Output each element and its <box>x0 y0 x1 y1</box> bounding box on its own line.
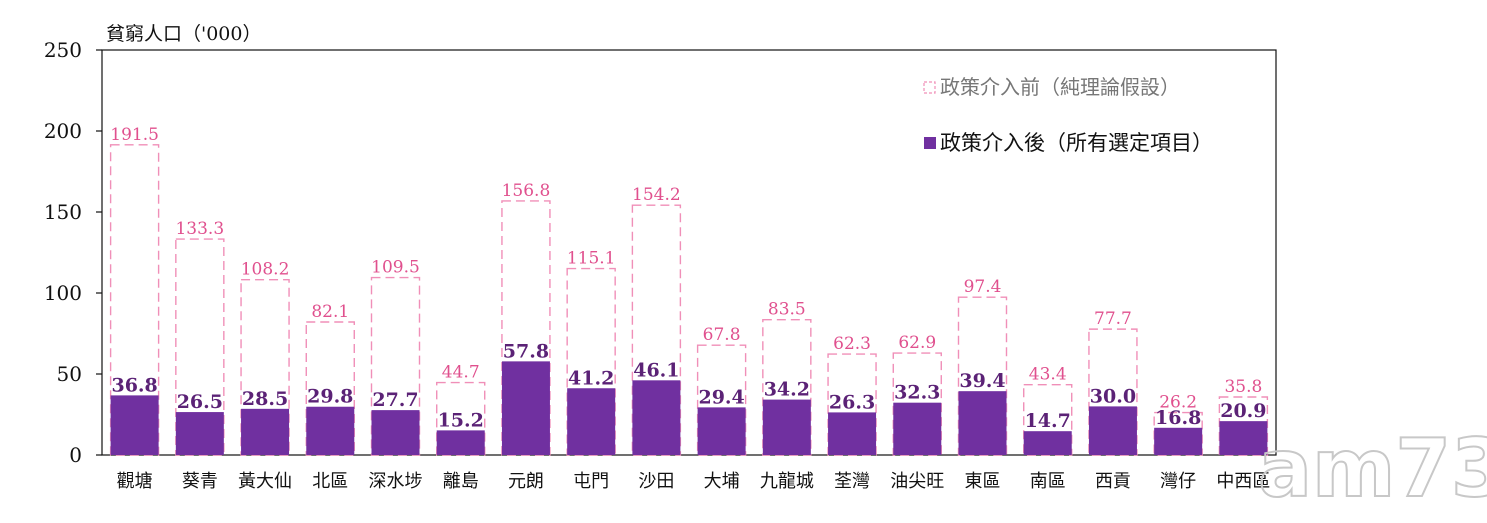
category-label: 元朗 <box>508 471 544 492</box>
data-label-before: 26.2 <box>1159 393 1197 413</box>
bar-before-policy <box>762 319 812 456</box>
bar-after-policy <box>110 395 159 455</box>
bar-before-policy <box>631 204 682 456</box>
data-label-after: 28.5 <box>242 388 288 410</box>
legend-label-before: 政策介入前（純理論假設） <box>940 75 1180 99</box>
data-label-after: 46.1 <box>633 359 679 381</box>
data-label-after: 57.8 <box>503 340 549 362</box>
bar-after-policy <box>175 412 224 455</box>
y-tick-label: 0 <box>69 443 82 467</box>
category-label: 觀塘 <box>117 471 153 492</box>
legend: 政策介入前（純理論假設） 政策介入後（所有選定項目） <box>923 75 1213 155</box>
bar-after-policy <box>1219 421 1268 455</box>
y-tick-label: 100 <box>44 281 82 305</box>
bar-after-policy <box>893 402 942 455</box>
data-label-after: 39.4 <box>959 370 1005 392</box>
bars-after-policy <box>110 361 1268 455</box>
data-label-after: 32.3 <box>894 382 940 404</box>
data-label-before: 156.8 <box>502 181 551 201</box>
bar-after-policy <box>1023 431 1072 455</box>
category-label: 灣仔 <box>1160 471 1196 492</box>
bar-after-policy <box>632 380 681 455</box>
data-label-after: 36.8 <box>111 374 157 396</box>
data-label-after: 20.9 <box>1220 400 1266 422</box>
category-label: 西貢 <box>1095 471 1131 492</box>
data-label-after: 29.8 <box>307 386 353 408</box>
data-label-before: 43.4 <box>1029 365 1067 385</box>
bar-after-policy <box>501 361 550 455</box>
category-label: 南區 <box>1030 471 1066 492</box>
data-label-before: 97.4 <box>964 277 1002 297</box>
category-label: 沙田 <box>638 471 674 492</box>
data-label-before: 44.7 <box>442 363 480 383</box>
category-label: 油尖旺 <box>890 471 944 492</box>
data-labels: 191.5 36.8 133.3 26.5 108.2 28.5 82.1 29.8 109.5… <box>110 125 1266 432</box>
bar-after-policy <box>958 391 1007 455</box>
data-label-before: 109.5 <box>371 258 420 278</box>
category-label: 屯門 <box>573 471 609 492</box>
data-label-after: 41.2 <box>568 367 614 389</box>
bar-after-policy <box>1154 427 1203 455</box>
plot-frame <box>101 49 1277 456</box>
data-label-before: 82.1 <box>311 302 349 322</box>
data-label-before: 35.8 <box>1224 377 1262 397</box>
category-label: 大埔 <box>704 471 740 492</box>
y-axis-title: 貧窮人口（'000） <box>106 23 262 45</box>
category-label: 九龍城 <box>760 471 814 492</box>
data-label-before: 191.5 <box>110 125 159 145</box>
bar-before-policy <box>305 321 355 456</box>
bar-before-policy <box>240 279 290 456</box>
data-label-before: 67.8 <box>703 325 741 345</box>
data-label-after: 16.8 <box>1155 407 1201 429</box>
y-tick-label: 50 <box>57 362 82 386</box>
data-label-before: 154.2 <box>632 185 681 205</box>
bar-after-policy <box>436 430 485 455</box>
bar-after-policy <box>762 399 811 455</box>
category-label: 深水埗 <box>369 471 423 492</box>
data-label-after: 34.2 <box>764 379 810 401</box>
data-label-after: 30.0 <box>1090 385 1136 407</box>
bar-after-policy <box>1088 406 1137 455</box>
category-label: 中西區 <box>1216 471 1270 492</box>
category-label: 荃灣 <box>834 471 870 492</box>
bar-after-policy <box>241 408 290 455</box>
data-label-after: 27.7 <box>372 389 418 411</box>
bar-after-policy <box>697 407 746 455</box>
legend-label-after: 政策介入後（所有選定項目） <box>940 131 1213 155</box>
data-label-after: 15.2 <box>438 409 484 431</box>
bar-after-policy <box>371 410 420 455</box>
category-labels: 觀塘 葵青 黃大仙 北區 深水埗 離島 元朗 屯門 沙田 大埔 九龍城 荃灣 油尖旺 東區 南區 西貢 灣仔 中西… <box>117 471 1271 492</box>
data-label-after: 26.3 <box>829 391 875 413</box>
y-tick-label: 150 <box>44 200 82 224</box>
category-label: 黃大仙 <box>238 471 292 492</box>
data-label-before: 115.1 <box>567 249 616 269</box>
category-label: 葵青 <box>182 471 218 492</box>
bar-after-policy <box>306 406 355 455</box>
bar-after-policy <box>828 412 877 455</box>
category-label: 離島 <box>443 471 479 492</box>
data-label-after: 14.7 <box>1025 410 1071 432</box>
y-tick-label: 200 <box>44 119 82 143</box>
data-label-before: 77.7 <box>1094 309 1132 329</box>
bar-before-policy <box>696 344 747 456</box>
data-label-before: 83.5 <box>768 300 806 320</box>
axes: 0 50 100 150 200 250 <box>44 38 1277 467</box>
legend-swatch-after <box>924 137 936 149</box>
category-label: 東區 <box>965 471 1001 492</box>
y-tick-label: 250 <box>44 38 82 62</box>
data-label-before: 108.2 <box>241 260 290 280</box>
legend-swatch-before <box>923 81 936 94</box>
bar-after-policy <box>567 388 616 455</box>
data-label-before: 62.3 <box>833 334 871 354</box>
data-label-before: 62.9 <box>898 333 936 353</box>
data-label-after: 26.5 <box>177 391 223 413</box>
category-label: 北區 <box>312 471 348 492</box>
data-label-before: 133.3 <box>175 219 224 239</box>
data-label-after: 29.4 <box>698 386 744 408</box>
watermark-logo: am730 <box>1258 422 1487 515</box>
